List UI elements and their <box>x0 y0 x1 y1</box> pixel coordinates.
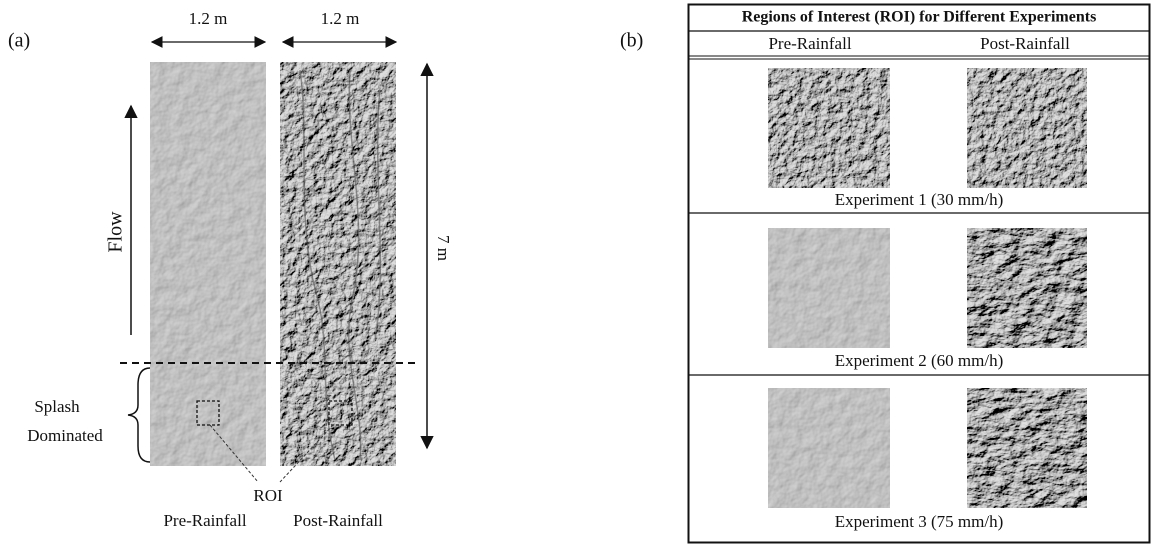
row-caption: Experiment 3 (75 mm/h) <box>835 512 1004 531</box>
roi-image <box>768 228 890 348</box>
panel-b: (b) Regions of Interest (ROI) for Differ… <box>620 5 1150 543</box>
strip-label: Pre-Rainfall <box>163 511 246 530</box>
row-caption: Experiment 1 (30 mm/h) <box>835 190 1004 209</box>
strip-label: Post-Rainfall <box>293 511 383 530</box>
panel-label: (b) <box>620 30 643 52</box>
panel-label: (a) <box>8 30 30 52</box>
roi-label: ROI <box>253 486 283 505</box>
table-title: Regions of Interest (ROI) for Different … <box>742 9 1097 26</box>
roi-image <box>967 228 1087 348</box>
length-label: 7 m <box>434 235 453 261</box>
roi-image <box>967 388 1087 508</box>
flow-label: Flow <box>105 211 127 253</box>
panel-a: (a) 1.2 m 1.2 m Flow 7 m Splash Dominate… <box>8 9 453 530</box>
roi-image <box>768 388 890 508</box>
zone-label: Splash <box>34 397 80 416</box>
pre-rainfall-strip <box>150 62 266 466</box>
column-header: Post-Rainfall <box>980 34 1070 53</box>
width-label: 1.2 m <box>321 9 360 28</box>
column-header: Pre-Rainfall <box>768 34 851 53</box>
zone-label: Dominated <box>27 426 103 445</box>
roi-image <box>967 68 1087 188</box>
roi-image <box>768 68 890 188</box>
brace <box>128 368 150 462</box>
row-caption: Experiment 2 (60 mm/h) <box>835 351 1004 370</box>
figure: (a) 1.2 m 1.2 m Flow 7 m Splash Dominate… <box>0 0 1153 546</box>
width-label: 1.2 m <box>189 9 228 28</box>
